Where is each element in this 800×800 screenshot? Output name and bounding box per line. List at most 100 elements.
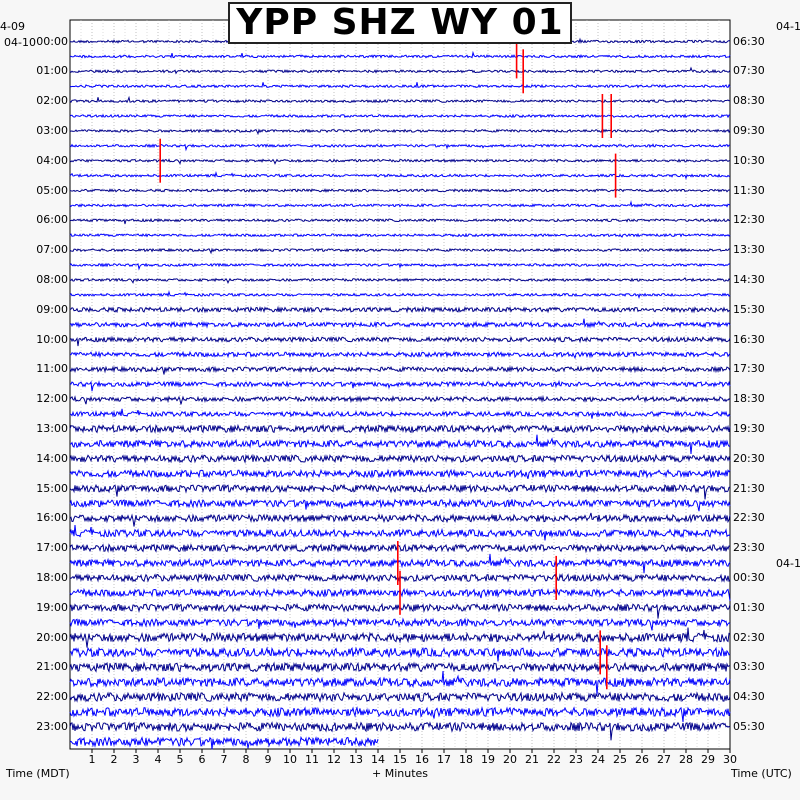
trace-row	[69, 318, 731, 329]
x-tick-label: 18	[459, 753, 473, 766]
trace-row	[69, 661, 731, 674]
left-time-label: 09:00	[36, 302, 68, 316]
trace-row	[69, 483, 731, 500]
right-time-label: 03:30	[733, 660, 765, 674]
trace-row	[69, 66, 731, 75]
trace-row	[69, 82, 731, 89]
right-time-label: 10:30	[733, 153, 765, 167]
left-time-label: 07:00	[36, 243, 68, 257]
trace-row	[69, 453, 731, 464]
left-time-label: 17:00	[36, 541, 68, 555]
left-time-label: 23:00	[36, 719, 68, 733]
chart-title: YPP SHZ WY 01	[236, 2, 564, 43]
trace-row	[69, 128, 731, 136]
x-tick-label: 28	[679, 753, 693, 766]
left-time-label: 15:00	[36, 481, 68, 495]
trace-row	[69, 305, 731, 314]
trace-row	[69, 350, 731, 360]
trace-row	[69, 670, 731, 695]
trace-row	[69, 434, 730, 455]
right-time-label: 17:30	[733, 362, 765, 376]
trace-row	[69, 217, 731, 225]
trace-row	[69, 277, 731, 285]
x-tick-label: 25	[613, 753, 627, 766]
right-time-label: 12:30	[733, 213, 765, 227]
right-time-label: 04:30	[733, 690, 765, 704]
right-time-label: 22:30	[733, 511, 765, 525]
x-tick-label: 7	[220, 753, 228, 766]
left-time-label: 01:00	[36, 64, 68, 78]
x-tick-label: 15	[393, 753, 407, 766]
trace-row	[69, 200, 731, 208]
trace-row	[69, 95, 731, 104]
right-time-label: 06:30	[733, 34, 765, 48]
right-time-label: 07:30	[733, 64, 765, 78]
trace-row	[69, 158, 731, 165]
trace-row	[69, 705, 731, 723]
x-tick-label: 19	[481, 753, 495, 766]
trace-row	[69, 232, 731, 238]
right-time-label: 11:30	[733, 183, 765, 197]
left-time-label: 10:00	[36, 332, 68, 346]
trace-row	[69, 290, 731, 300]
trace-row	[69, 512, 731, 527]
x-tick-label: 9	[264, 753, 272, 766]
trace-row	[69, 50, 731, 59]
trace-row	[69, 525, 731, 541]
left-date-label: 04-10	[4, 36, 36, 49]
left-axis-label: Time (MDT)	[6, 767, 70, 780]
right-time-label: 08:30	[733, 94, 765, 108]
trace-row	[69, 627, 731, 648]
x-tick-label: 10	[283, 753, 297, 766]
left-time-label: 19:00	[36, 600, 68, 614]
x-tick-label: 23	[569, 753, 583, 766]
x-tick-label: 22	[547, 753, 561, 766]
trace-row	[69, 646, 731, 662]
left-time-label: 13:00	[36, 421, 68, 435]
x-tick-label: 16	[415, 753, 429, 766]
x-tick-label: 11	[305, 753, 319, 766]
trace-row	[69, 721, 731, 741]
left-time-label: 00:00	[36, 34, 68, 48]
trace-row	[69, 170, 731, 180]
left-time-label: 08:00	[36, 272, 68, 286]
trace-row	[69, 379, 731, 392]
x-tick-label: 29	[701, 753, 715, 766]
trace-row	[69, 542, 730, 554]
trace-rows	[69, 37, 731, 750]
x-tick-label: 2	[110, 753, 118, 766]
left-time-label: 03:00	[36, 123, 68, 137]
trace-row	[69, 735, 379, 750]
left-time-label: 06:00	[36, 213, 68, 227]
right-time-label: 23:30	[733, 541, 765, 555]
x-tick-label: 26	[635, 753, 649, 766]
trace-row	[69, 188, 731, 193]
right-time-label: 19:30	[733, 421, 765, 435]
trace-row	[69, 468, 731, 479]
x-tick-label: 5	[176, 753, 184, 766]
x-tick-label: 6	[198, 753, 206, 766]
x-tick-label: 20	[503, 753, 517, 766]
x-tick-label: 4	[154, 753, 162, 766]
left-time-label: 16:00	[36, 511, 68, 525]
right-time-label: 05:30	[733, 719, 765, 733]
right-time-label: 09:30	[733, 123, 765, 137]
trace-row	[69, 262, 731, 271]
left-time-label: 04:00	[36, 153, 68, 167]
chart-title-box: YPP SHZ WY 01	[228, 2, 572, 44]
trace-row	[69, 335, 731, 347]
trace-row	[69, 617, 731, 631]
right-time-label: 18:30	[733, 392, 765, 406]
x-tick-label: 1	[88, 753, 96, 766]
event-spikes	[159, 34, 617, 690]
left-time-label: 05:00	[36, 183, 68, 197]
right-time-label: 16:30	[733, 332, 765, 346]
x-tick-label: 14	[371, 753, 385, 766]
left-date-label-start: 4-09	[0, 20, 25, 33]
x-tick-label: 8	[242, 753, 250, 766]
x-tick-label: 27	[657, 753, 671, 766]
x-axis-label: + Minutes	[372, 767, 429, 780]
trace-row	[69, 423, 731, 435]
left-time-label: 21:00	[36, 660, 68, 674]
